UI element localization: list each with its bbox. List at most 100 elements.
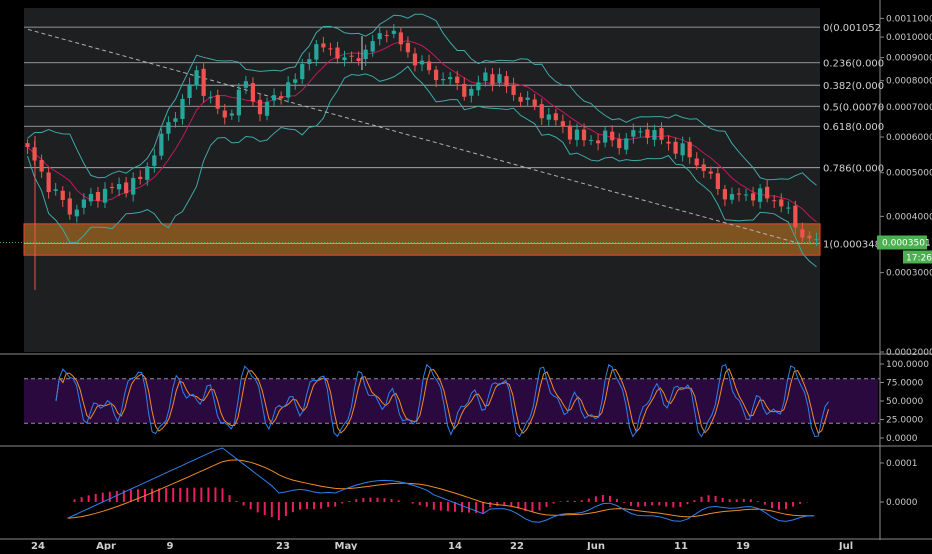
- candle-body: [448, 77, 453, 80]
- last-price-label: 0.0003501: [882, 238, 931, 248]
- candle-body: [560, 121, 565, 127]
- candle-body: [384, 35, 389, 37]
- candle-body: [398, 32, 403, 45]
- y-tick-label: 0.0008000: [886, 77, 932, 87]
- candle-body: [455, 76, 460, 84]
- candle-body: [793, 205, 798, 228]
- candle-body: [300, 64, 305, 80]
- candle-body: [518, 96, 523, 102]
- candle-body: [124, 182, 129, 194]
- candle-body: [81, 199, 86, 208]
- candle-body: [187, 84, 192, 99]
- fib-level-label: 1(0.000348: [823, 240, 881, 251]
- candle-body: [215, 95, 220, 109]
- candle-body: [567, 125, 573, 140]
- candle-body: [603, 130, 608, 143]
- bollinger-upper: [27, 13, 817, 186]
- candle-body: [46, 172, 51, 193]
- candle-body: [208, 96, 213, 98]
- candle-body: [370, 41, 375, 52]
- candle-body: [152, 155, 157, 166]
- x-tick-label: 11: [674, 541, 688, 550]
- fib-level-label: 0(0.001052: [823, 23, 881, 34]
- candle-body: [490, 74, 495, 85]
- candle-body: [419, 60, 425, 65]
- candle-body: [765, 186, 770, 199]
- stochastic-band: [24, 378, 878, 424]
- candle-body: [264, 101, 270, 116]
- x-tick-label: Jul: [838, 541, 853, 550]
- candle-body: [786, 207, 791, 209]
- x-tick-label: 23: [276, 541, 290, 550]
- candle-body: [131, 177, 136, 195]
- candle-body: [342, 57, 347, 61]
- bollinger-lower: [27, 65, 817, 268]
- candle-body: [673, 141, 678, 154]
- x-tick-label: May: [335, 541, 358, 550]
- candle-body: [483, 72, 488, 81]
- candle-body: [715, 173, 720, 190]
- candle-body: [271, 95, 277, 101]
- candle-body: [53, 189, 58, 191]
- candle-body: [581, 129, 587, 141]
- candle-body: [631, 130, 636, 137]
- y-tick-label: 0.0007000: [886, 103, 932, 113]
- candle-body: [25, 143, 30, 148]
- macd-tick-label: 0.0001: [886, 459, 918, 469]
- candle-body: [617, 138, 622, 149]
- fib-level-label: 0.236(0.000: [823, 59, 884, 70]
- stochastic-tick-label: 75.0000: [886, 379, 923, 389]
- candle-body: [624, 138, 629, 150]
- candle-body: [39, 159, 44, 172]
- candle-body: [687, 141, 692, 158]
- stochastic-tick-label: 0.0000: [886, 434, 918, 444]
- candle-body: [222, 110, 227, 118]
- moving-average: [27, 40, 817, 223]
- candle-body: [426, 61, 432, 71]
- candle-body: [307, 59, 312, 64]
- candle-body: [293, 79, 298, 83]
- candle-body: [708, 171, 713, 174]
- candle-body: [356, 58, 361, 61]
- fib-level-label: 0.5(0.00070: [823, 102, 884, 113]
- candle-body: [88, 193, 94, 202]
- candle-body: [610, 131, 615, 141]
- candle-body: [250, 83, 256, 102]
- last-price-badge: [877, 235, 927, 250]
- candle-body: [574, 129, 580, 140]
- candle-body: [257, 99, 263, 115]
- candle-body: [349, 55, 354, 57]
- macd-signal-line: [67, 459, 815, 519]
- fib-level-label: 0.382(0.000: [823, 81, 884, 92]
- candle-body: [476, 82, 481, 91]
- countdown-label: 17:26: [906, 253, 932, 263]
- candle-body: [772, 200, 777, 202]
- candle-body: [74, 209, 79, 217]
- candle-body: [800, 229, 805, 238]
- candle-body: [433, 69, 439, 81]
- candle-body: [363, 49, 368, 60]
- candle-body: [194, 70, 199, 86]
- candle-body: [539, 104, 544, 119]
- countdown-badge: [903, 250, 932, 264]
- macd-tick-label: 0.0000: [886, 498, 918, 508]
- candle-body: [243, 81, 249, 88]
- x-tick-label: Jun: [586, 541, 605, 550]
- candle-body: [138, 176, 143, 180]
- candle-body: [659, 128, 664, 140]
- candle-body: [145, 166, 150, 180]
- x-tick-label: 19: [736, 541, 750, 550]
- x-tick-label: Apr: [96, 541, 116, 550]
- candle-body: [229, 113, 234, 116]
- candle-body: [166, 122, 171, 134]
- y-tick-label: 0.0011000: [886, 14, 932, 24]
- candle-body: [743, 194, 749, 196]
- candle-body: [504, 76, 509, 87]
- candle-body: [729, 194, 735, 200]
- candle-body: [645, 129, 650, 138]
- stochastic-tick-label: 50.0000: [886, 397, 923, 407]
- stochastic-k-line: [55, 363, 830, 438]
- y-tick-label: 0.0004000: [886, 212, 932, 222]
